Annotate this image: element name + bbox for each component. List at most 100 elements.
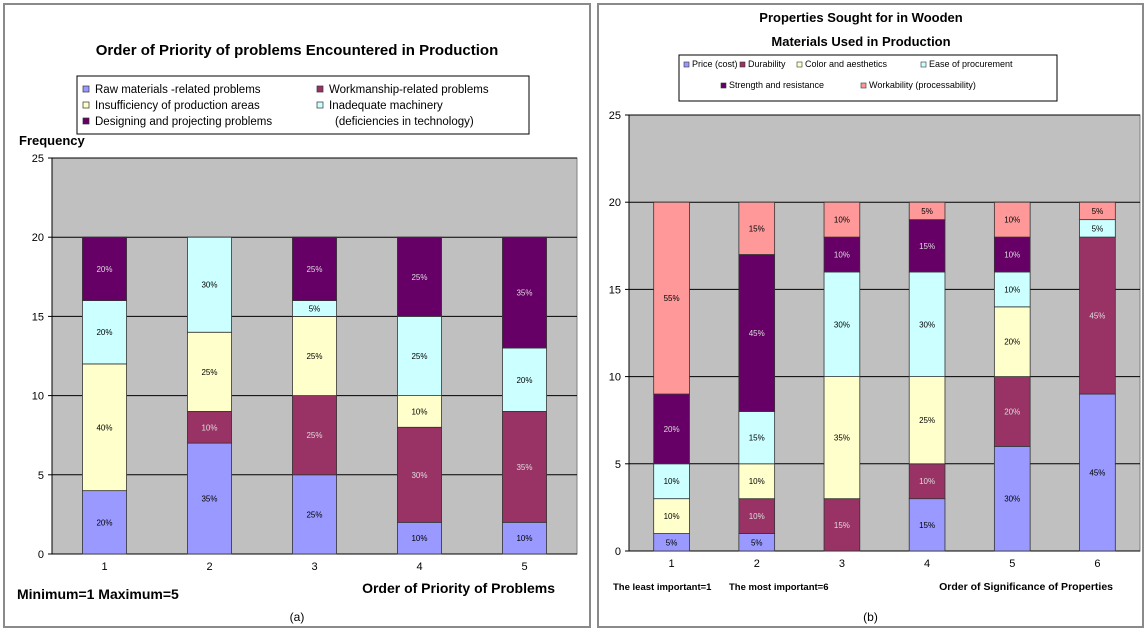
chart-b-data-label: 10%: [664, 477, 680, 486]
chart-b-legend-marker: [739, 61, 746, 68]
chart-a-bar-segment: [187, 442, 232, 555]
chart-a-bar-segment: [82, 236, 127, 301]
chart-b-bar-segment: [1079, 201, 1116, 221]
chart-b-bar-segment: [1079, 393, 1116, 552]
chart-b-plot-area: [628, 114, 1141, 552]
chart-b-legend-label: Strength and resistance: [729, 80, 824, 90]
chart-a-data-label: 30%: [201, 281, 217, 290]
chart-a-data-label: 10%: [516, 534, 532, 543]
chart-a-bar-segment: [397, 521, 442, 555]
chart-b-legend-marker: [796, 61, 803, 68]
chart-a-legend: [76, 75, 530, 135]
chart-b-data-label: 35%: [834, 434, 850, 443]
chart-panel-b: Properties Sought for in Wooden Materials…: [597, 3, 1144, 628]
chart-a-bar-segment: [292, 315, 337, 396]
chart-b-bar-segment: [993, 376, 1031, 447]
chart-b-legend-marker: [920, 61, 927, 68]
chart-b-data-label: 45%: [749, 329, 765, 338]
chart-a-data-label: 25%: [411, 273, 427, 282]
chart-b-data-label: 15%: [749, 224, 765, 233]
chart-b-bar-segment: [993, 201, 1031, 238]
chart-a-ytick-label: 5: [38, 470, 44, 482]
chart-b-legend-marker: [683, 61, 690, 68]
chart-a-bar-segment: [292, 236, 337, 301]
chart-a-legend-marker: [82, 85, 90, 93]
chart-a-ylabel: Frequency: [19, 133, 86, 148]
chart-a-data-label: 10%: [201, 423, 217, 432]
chart-b-ytick-label: 15: [609, 284, 621, 296]
chart-a-bar-segment: [82, 363, 127, 492]
chart-a-bar-segment: [397, 236, 442, 317]
chart-b-note-left: The least important=1: [613, 582, 712, 593]
chart-b-data-label: 30%: [919, 320, 935, 329]
chart-b-bar-segment: [738, 498, 776, 534]
chart-a-title: Order of Priority of problems Encountere…: [96, 42, 499, 59]
chart-b-bar-segment: [908, 463, 946, 500]
chart-a-legend-marker: [316, 101, 324, 109]
chart-a-data-label: 20%: [96, 265, 112, 274]
chart-a-bar-segment: [187, 411, 232, 444]
chart-a-caption: (a): [289, 610, 305, 624]
chart-a-data-label: 10%: [411, 407, 427, 416]
chart-b-data-label: 10%: [834, 251, 850, 260]
chart-a-note: Minimum=1 Maximum=5: [17, 586, 179, 602]
chart-a-data-label: 25%: [306, 431, 322, 440]
chart-b-data-label: 15%: [919, 242, 935, 251]
chart-b-ytick-label: 0: [615, 546, 621, 558]
chart-a-legend-marker: [316, 85, 324, 93]
chart-a-data-label: 25%: [201, 368, 217, 377]
chart-b-data-label: 10%: [1004, 285, 1020, 294]
chart-b-note-mid: The most important=6: [729, 582, 829, 593]
chart-a-legend-label: Workmanship-related problems: [329, 84, 489, 96]
chart-b-data-label: 15%: [749, 434, 765, 443]
chart-a-data-label: 20%: [516, 376, 532, 385]
chart-a-data-label: 10%: [411, 534, 427, 543]
chart-a-bar-segment: [292, 395, 337, 476]
chart-b-xtick-label: 1: [669, 558, 675, 570]
chart-a-ytick-label: 0: [38, 549, 44, 561]
chart-b-data-label: 25%: [919, 416, 935, 425]
chart-b-data-label: 55%: [664, 294, 680, 303]
chart-b-bar-segment: [908, 219, 946, 273]
chart-b-bar-segment: [823, 201, 861, 238]
chart-b-data-label: 45%: [1089, 312, 1105, 321]
chart-a-svg: Order of Priority of problems Encountere…: [17, 42, 578, 602]
chart-a-data-label: 20%: [96, 328, 112, 337]
chart-b-svg: Properties Sought for in Wooden Materials…: [609, 10, 1141, 593]
chart-a-data-label: 35%: [516, 289, 532, 298]
chart-b-data-label: 30%: [1004, 495, 1020, 504]
chart-a-data-label: 25%: [306, 265, 322, 274]
chart-a-data-label: 5%: [309, 304, 321, 313]
chart-a-ytick-label: 20: [32, 232, 44, 244]
chart-b-data-label: 15%: [834, 521, 850, 530]
chart-a-bar-segment: [502, 236, 547, 349]
chart-a-legend-label: Insufficiency of production areas: [95, 100, 260, 112]
chart-a-data-label: 30%: [411, 471, 427, 480]
chart-b-xlabel: Order of Significance of Properties: [939, 581, 1113, 593]
chart-b-xtick-label: 4: [924, 558, 930, 570]
chart-a-data-label: 25%: [306, 510, 322, 519]
chart-b-title: Properties Sought for in Wooden: [759, 10, 962, 25]
chart-b-data-label: 10%: [834, 216, 850, 225]
chart-b-bar-segment: [653, 463, 690, 500]
chart-a-data-label: 25%: [411, 352, 427, 361]
chart-b-legend-label: Workability (processability): [869, 80, 976, 90]
chart-b-caption: (b): [863, 610, 878, 624]
chart-a-xtick-label: 2: [206, 561, 212, 573]
chart-b-bar-segment: [993, 306, 1031, 377]
chart-a-data-label: 20%: [96, 518, 112, 527]
chart-b-bar-segment: [653, 201, 690, 395]
chart-b-data-label: 5%: [666, 538, 678, 547]
chart-b-ytick-label: 20: [609, 197, 621, 209]
chart-b-data-label: 10%: [749, 512, 765, 521]
chart-a-ytick-label: 10: [32, 391, 44, 403]
chart-b-legend-marker: [720, 82, 727, 89]
chart-b-ytick-label: 10: [609, 372, 621, 384]
chart-b-data-label: 15%: [919, 521, 935, 530]
chart-b-ytick-label: 25: [609, 110, 621, 122]
chart-b-data-label: 10%: [919, 477, 935, 486]
chart-a-data-label: 35%: [516, 463, 532, 472]
chart-a-legend-label: (deficiencies in technology): [335, 116, 474, 128]
chart-b-legend-label: Durability: [748, 59, 786, 69]
chart-a-bar-segment: [82, 300, 127, 365]
